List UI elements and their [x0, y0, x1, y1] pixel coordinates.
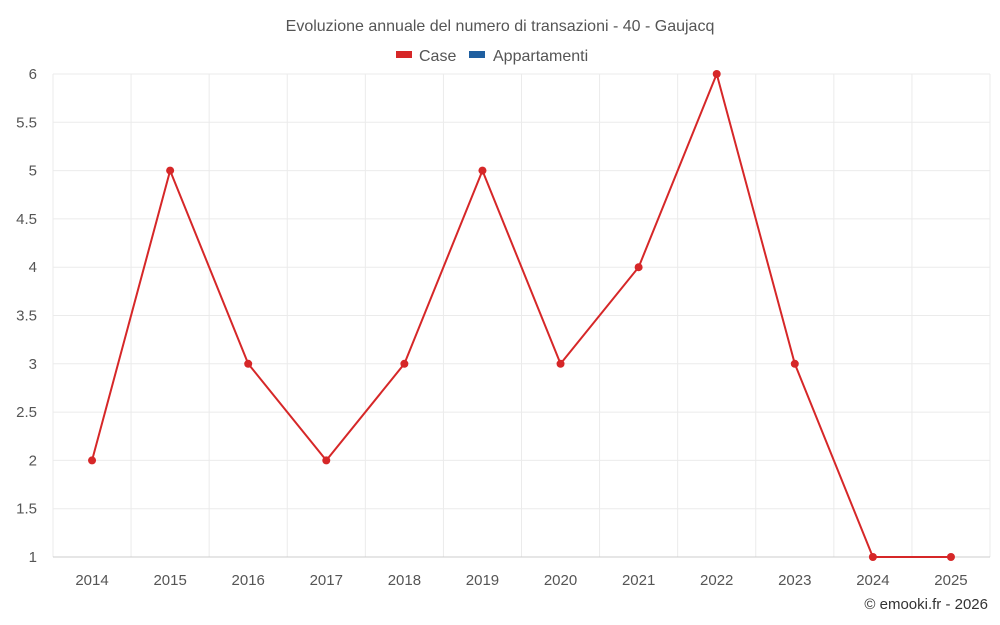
- series-line-case: [91, 73, 951, 558]
- data-point-case-2024[interactable]: [868, 553, 877, 561]
- series-case: [88, 70, 955, 561]
- data-point-case-2025[interactable]: [946, 553, 955, 561]
- y-tick-label: 3: [29, 356, 37, 373]
- y-tick-label: 4.5: [16, 211, 37, 228]
- x-tick-label: 2019: [466, 572, 499, 589]
- y-tick-label: 2.5: [16, 404, 37, 421]
- grid: [52, 73, 991, 558]
- y-tick-label: 6: [29, 66, 37, 83]
- data-point-case-2015[interactable]: [166, 166, 175, 175]
- data-point-case-2017[interactable]: [322, 456, 331, 465]
- x-axis: 2014 2015 2016 2017 2018 2019 2020 2021 2022 2023…: [75, 572, 967, 589]
- x-tick-label: 2016: [232, 572, 265, 589]
- x-tick-label: 2021: [622, 572, 655, 589]
- legend-swatch-case: [396, 51, 412, 58]
- data-point-case-2016[interactable]: [244, 359, 253, 368]
- chart-title: Evoluzione annuale del numero di transaz…: [286, 18, 715, 35]
- legend-label-appartamenti: Appartamenti: [493, 48, 588, 65]
- legend-item-appartamenti[interactable]: Appartamenti: [469, 48, 588, 65]
- data-point-case-2023[interactable]: [790, 359, 799, 368]
- x-tick-label: 2015: [153, 572, 186, 589]
- data-point-case-2020[interactable]: [556, 359, 565, 368]
- data-point-case-2021[interactable]: [634, 263, 643, 272]
- x-tick-label: 2018: [388, 572, 421, 589]
- legend-label-case: Case: [419, 48, 456, 65]
- x-tick-label: 2020: [544, 572, 577, 589]
- credit-text: © emooki.fr - 2026: [864, 596, 988, 613]
- y-tick-label: 1: [29, 549, 37, 566]
- x-tick-label: 2022: [700, 572, 733, 589]
- data-point-case-2019[interactable]: [478, 166, 487, 175]
- x-tick-label: 2025: [934, 572, 967, 589]
- data-point-case-2022[interactable]: [712, 70, 721, 78]
- data-point-case-2018[interactable]: [400, 359, 409, 368]
- legend: Case Appartamenti: [396, 48, 588, 65]
- y-tick-label: 5.5: [16, 114, 37, 131]
- data-point-case-2014[interactable]: [88, 456, 97, 465]
- x-tick-label: 2014: [75, 572, 108, 589]
- x-tick-label: 2017: [310, 572, 343, 589]
- x-tick-label: 2024: [856, 572, 889, 589]
- y-tick-label: 5: [29, 163, 37, 180]
- y-tick-label: 2: [29, 452, 37, 469]
- y-tick-label: 3.5: [16, 308, 37, 325]
- legend-swatch-appartamenti: [469, 51, 485, 58]
- y-tick-label: 4: [29, 259, 37, 276]
- x-tick-label: 2023: [778, 572, 811, 589]
- y-tick-label: 1.5: [16, 501, 37, 518]
- legend-item-case[interactable]: Case: [396, 48, 456, 65]
- y-axis: 1 1.5 2 2.5 3 3.5 4 4.5 5 5.5 6: [16, 66, 37, 566]
